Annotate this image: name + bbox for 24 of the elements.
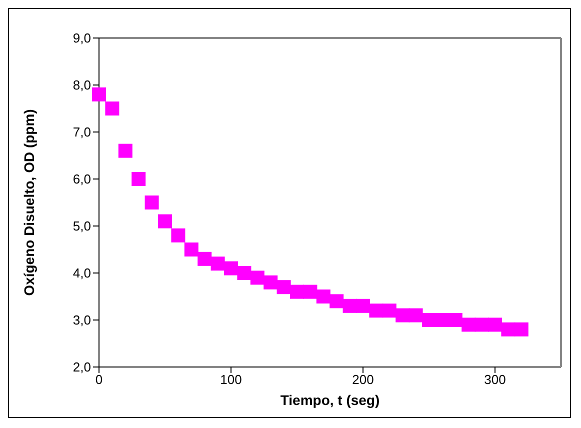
point bbox=[92, 87, 106, 102]
point bbox=[105, 102, 120, 116]
y-tick-label: 4,0 bbox=[72, 266, 91, 281]
point bbox=[198, 252, 212, 266]
point bbox=[144, 196, 159, 210]
point bbox=[184, 242, 198, 256]
point bbox=[118, 144, 132, 158]
point bbox=[158, 214, 172, 228]
y-tick-label: 7,0 bbox=[72, 124, 91, 140]
y-tick-label: 9,0 bbox=[72, 30, 91, 46]
y-tick-label: 2,0 bbox=[72, 360, 91, 375]
y-tick-label: 8,0 bbox=[72, 78, 91, 93]
x-tick-label: 100 bbox=[220, 372, 242, 388]
y-tick-label: 6,0 bbox=[72, 172, 91, 187]
x-axis-title: Tiempo, t (seg) bbox=[280, 392, 380, 408]
y-tick-label: 3,0 bbox=[72, 312, 91, 328]
x-tick-label: 200 bbox=[352, 372, 374, 388]
point bbox=[514, 322, 528, 336]
y-axis-title: Oxígeno Disuelto, OD (ppm) bbox=[20, 109, 37, 296]
y-tick-label: 5,0 bbox=[72, 218, 91, 234]
point bbox=[171, 228, 186, 242]
x-tick-label: 300 bbox=[484, 372, 506, 388]
point bbox=[132, 172, 146, 186]
x-tick-label: 0 bbox=[95, 372, 103, 388]
